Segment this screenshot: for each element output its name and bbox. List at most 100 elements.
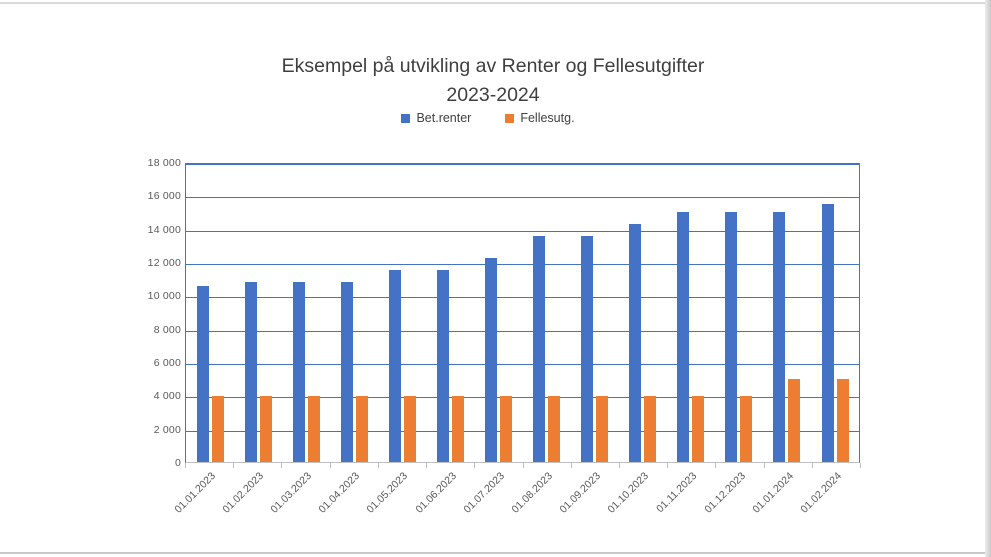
x-axis-tick-label: 01.01.2023 <box>171 470 218 516</box>
y-axis-tick-label: 8 000 <box>153 323 181 336</box>
x-axis-tick-label: 01.10.2023 <box>605 470 652 516</box>
bar-fellesutg <box>836 379 849 462</box>
x-axis-tick-label: 01.01.2024 <box>750 470 797 516</box>
bar-bet-renter <box>388 269 401 462</box>
x-axis-tick <box>377 463 379 468</box>
bar-fellesutg <box>355 395 368 462</box>
y-axis-tick-label: 0 <box>174 457 181 469</box>
x-axis-tick <box>281 463 283 468</box>
chart-title-line1: Eksempel på utvikling av Renter og Felle… <box>281 55 705 77</box>
y-axis-tick-label: 4 000 <box>153 390 181 403</box>
y-axis-tick-label: 10 000 <box>147 290 181 303</box>
x-axis-tick <box>860 463 861 468</box>
bar-bet-renter <box>581 236 594 462</box>
x-axis-ticks <box>185 463 861 468</box>
bar-bet-renter <box>436 269 449 462</box>
bar-fellesutg <box>596 395 609 462</box>
gridline <box>186 230 859 232</box>
bar-bet-renter <box>292 281 305 462</box>
legend-label-bet-renter: Bet.renter <box>416 111 472 125</box>
category-01.12.2023 <box>715 164 763 462</box>
bar-bet-renter <box>629 223 642 462</box>
chart-title: Eksempel på utvikling av Renter og Felle… <box>0 52 986 110</box>
gridline <box>186 264 859 265</box>
gridline <box>186 330 859 332</box>
bar-bet-renter <box>725 212 738 462</box>
bar-fellesutg <box>692 395 705 462</box>
x-axis-tick-label: 01.09.2023 <box>557 470 604 516</box>
category-01.09.2023 <box>571 164 619 462</box>
y-axis-tick-label: 16 000 <box>147 190 181 203</box>
bars-layer <box>186 164 859 462</box>
y-axis-labels: 0 2 000 4 000 6 000 8 000 10 000 12 000 14 000 1… <box>121 157 181 469</box>
chart-legend: Bet.renter Fellesutg. <box>0 111 976 125</box>
gridline <box>186 397 859 399</box>
x-axis-tick-label: 01.06.2023 <box>413 470 459 516</box>
x-axis-tick-label: 01.08.2023 <box>509 470 556 516</box>
gridline <box>186 164 859 165</box>
category-01.06.2023 <box>426 164 474 462</box>
x-axis-tick <box>763 463 765 468</box>
y-axis-tick-label: 2 000 <box>153 423 181 436</box>
x-axis-tick <box>811 463 813 468</box>
x-axis-tick-label: 01.02.2023 <box>220 470 266 516</box>
category-01.10.2023 <box>619 164 667 462</box>
frame-top-border <box>0 2 986 4</box>
x-axis-tick <box>185 463 186 468</box>
bar-bet-renter <box>773 212 786 462</box>
legend-item-bet-renter: Bet.renter <box>401 111 471 125</box>
bar-bet-renter <box>677 212 690 462</box>
gridline <box>186 430 859 432</box>
bar-bet-renter <box>340 281 353 462</box>
x-axis-tick-label: 01.07.2023 <box>461 470 507 516</box>
category-01.07.2023 <box>474 164 522 462</box>
x-axis-tick <box>667 463 669 468</box>
legend-item-fellesutg: Fellesutg. <box>505 111 575 125</box>
bar-bet-renter <box>244 281 257 462</box>
category-01.03.2023 <box>282 164 330 462</box>
x-axis-tick-label: 01.12.2023 <box>702 470 748 516</box>
bar-bet-renter <box>485 258 497 462</box>
bar-bet-renter <box>196 285 209 462</box>
y-axis-tick-label: 6 000 <box>153 357 181 369</box>
frame-bottom-border <box>0 552 986 554</box>
plot-area <box>185 163 860 463</box>
bar-fellesutg <box>259 395 272 462</box>
y-axis-tick-label: 12 000 <box>147 257 181 269</box>
x-axis-labels: 01.01.2023 01.02.2023 01.03.2023 01.04.2023… <box>172 470 860 540</box>
x-axis-tick-label: 01.04.2023 <box>316 470 363 516</box>
bar-fellesutg <box>740 395 753 462</box>
y-axis-tick-label: 18 000 <box>147 157 181 169</box>
legend-marker-bet-renter-icon <box>401 113 411 123</box>
category-01.01.2024 <box>763 164 811 462</box>
bar-fellesutg <box>451 395 464 462</box>
gridline <box>186 297 859 299</box>
bar-fellesutg <box>644 395 657 462</box>
category-01.08.2023 <box>523 164 571 462</box>
legend-marker-fellesutg-icon <box>505 113 515 123</box>
gridline <box>186 364 859 365</box>
category-01.01.2023 <box>186 164 234 462</box>
category-01.02.2024 <box>811 164 859 462</box>
category-01.11.2023 <box>667 164 715 462</box>
gridline <box>186 197 859 199</box>
x-axis-tick <box>618 463 620 468</box>
bar-fellesutg <box>403 395 416 462</box>
x-axis-tick-label: 01.05.2023 <box>364 470 411 516</box>
x-axis-tick <box>715 463 717 468</box>
bar-fellesutg <box>500 395 512 462</box>
bar-fellesutg <box>788 379 801 462</box>
chart-title-line2: 2023-2024 <box>446 84 540 106</box>
y-axis-tick-label: 14 000 <box>147 223 181 236</box>
bar-fellesutg <box>307 395 320 462</box>
x-axis-tick-label: 01.03.2023 <box>268 470 315 516</box>
x-axis-tick <box>522 463 524 468</box>
legend-label-fellesutg: Fellesutg. <box>520 111 575 125</box>
bar-bet-renter <box>533 236 546 462</box>
bar-bet-renter <box>821 203 834 462</box>
category-01.02.2023 <box>234 164 282 462</box>
bar-fellesutg <box>211 395 224 462</box>
x-axis-tick <box>570 463 572 468</box>
category-01.05.2023 <box>378 164 426 462</box>
